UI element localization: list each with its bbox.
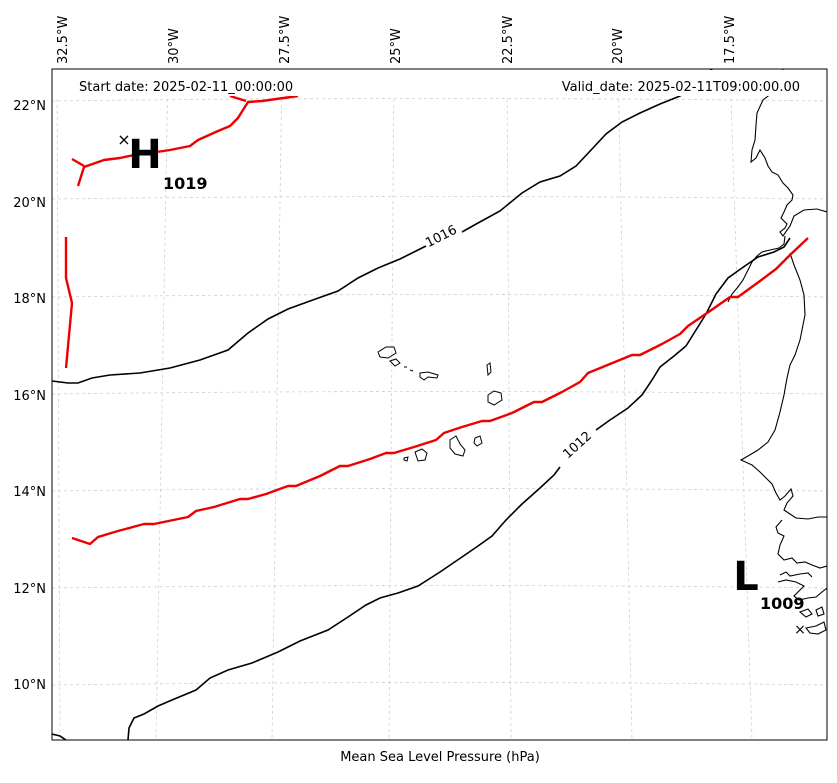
- island-sal: [486, 362, 492, 377]
- meridian-25w: [388, 69, 395, 740]
- fronts: [64, 94, 809, 546]
- latitude-labels: 22°N 20°N 18°N 16°N 14°N 12°N 10°N: [13, 99, 46, 693]
- parallel-22n: [52, 98, 827, 102]
- isobar-1016-continued: [461, 69, 713, 233]
- lon-label-30w: 30°W: [167, 28, 182, 64]
- lon-label-32-5w: 32.5°W: [56, 16, 71, 64]
- low-pressure-value: 1009: [760, 594, 805, 613]
- lat-label-12n: 12°N: [13, 582, 46, 597]
- header-strip: [52, 70, 827, 96]
- island-brava: [403, 456, 409, 462]
- island-santiago: [449, 435, 466, 457]
- lat-label-10n: 10°N: [13, 678, 46, 693]
- island-santa-luzia: [404, 366, 414, 372]
- parallel-10n: [52, 682, 827, 686]
- island-santo-antao: [377, 346, 397, 359]
- lat-label-14n: 14°N: [13, 485, 46, 500]
- lat-label-16n: 16°N: [13, 389, 46, 404]
- parallel-14n: [52, 488, 827, 492]
- isobar-1012-continued: [595, 237, 791, 431]
- meridian-22-5w: [506, 69, 512, 740]
- parallel-20n: [52, 196, 827, 200]
- lat-label-18n: 18°N: [13, 292, 46, 307]
- meridian-17-5w: [729, 69, 753, 740]
- high-pressure-value: 1019: [163, 174, 208, 193]
- isobar-1016: [52, 245, 427, 384]
- island-maio: [473, 435, 483, 447]
- front-main: [71, 237, 809, 546]
- valid-date-label: Valid_date: 2025-02-11T09:00:00.00: [562, 80, 800, 95]
- island-sao-vicente: [389, 358, 401, 367]
- high-center-marker: ×: [117, 130, 130, 149]
- low-pressure-letter: L: [733, 554, 759, 600]
- high-pressure-letter: H: [128, 132, 161, 178]
- graticule: [52, 69, 827, 740]
- island-sao-nicolau: [419, 371, 439, 381]
- front-west: [64, 237, 74, 369]
- isobars: [52, 69, 791, 740]
- lon-label-25w: 25°W: [389, 28, 404, 64]
- meridian-32-5w: [56, 69, 61, 740]
- front-north-tail: [229, 94, 247, 103]
- meridian-27-5w: [271, 69, 283, 740]
- lat-label-20n: 20°N: [13, 196, 46, 211]
- lat-label-22n: 22°N: [13, 99, 46, 114]
- map-background: [52, 69, 827, 740]
- low-center-marker: ×: [794, 622, 806, 638]
- island-fogo: [414, 448, 428, 462]
- island-boa-vista: [487, 390, 503, 406]
- map-frame: [51, 68, 828, 741]
- cape-verde-islands: [377, 346, 503, 462]
- meridian-20w: [617, 69, 633, 740]
- parallel-16n: [52, 391, 827, 395]
- front-north-branch: [71, 157, 85, 168]
- start-date-label: Start date: 2025-02-11_00:00:00: [79, 80, 293, 95]
- lon-label-27-5w: 27.5°W: [278, 16, 293, 64]
- parallel-12n: [52, 585, 827, 589]
- front-north: [76, 94, 299, 187]
- longitude-labels: 32.5°W 30°W 27.5°W 25°W 22.5°W 20°W 17.5…: [56, 16, 738, 64]
- lon-label-17-5w: 17.5°W: [723, 16, 738, 64]
- meridian-30w: [155, 69, 169, 740]
- lon-label-22-5w: 22.5°W: [501, 16, 516, 64]
- isobar-1008-fragment: [52, 733, 67, 740]
- map-caption: Mean Sea Level Pressure (hPa): [340, 750, 540, 765]
- parallel-18n: [52, 294, 827, 298]
- isobar-1012: [127, 466, 561, 740]
- lon-label-20w: 20°W: [611, 28, 626, 64]
